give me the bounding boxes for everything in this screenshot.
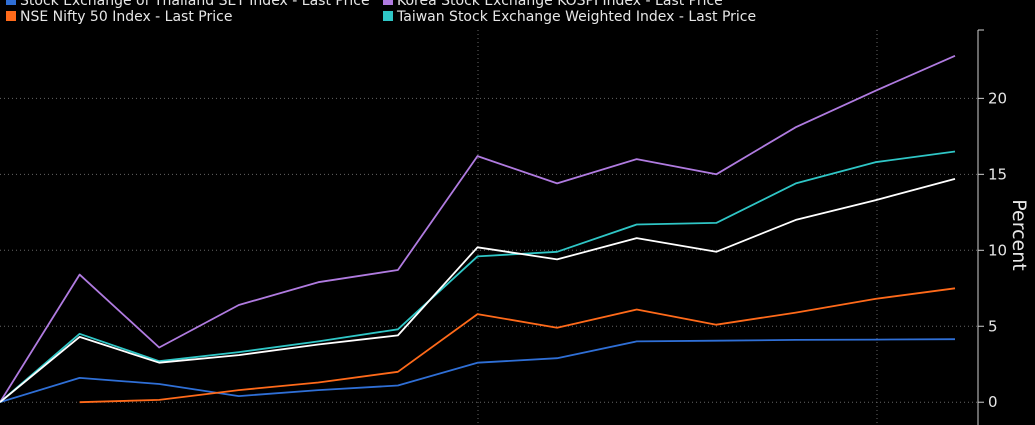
legend-item-thailand-set: Stock Exchange of Thailand SET Index - L…	[6, 0, 370, 10]
chart-series	[0, 54, 956, 404]
legend-item-korea-kospi: Korea Stock Exchange KOSPI Index - Last …	[383, 0, 723, 10]
legend-label-taiwan-taiex: Taiwan Stock Exchange Weighted Index - L…	[397, 9, 757, 25]
chart-legend: Stock Exchange of Thailand SET Index - L…	[0, 0, 1000, 27]
legend-swatch-korea-kospi	[383, 0, 393, 5]
legend-label-korea-kospi: Korea Stock Exchange KOSPI Index - Last …	[397, 0, 723, 9]
series-line-nse-nifty-50-index	[79, 287, 956, 404]
series-line-series-5	[0, 178, 956, 403]
y-tick-label-20: 20	[988, 89, 1007, 107]
y-tick-label-0: 0	[988, 393, 998, 411]
legend-swatch-taiwan-taiex	[383, 11, 393, 21]
series-line-taiwan-stock-exchange-weighted-index	[0, 150, 956, 403]
series-line-stock-exchange-of-thailand-set-index	[0, 338, 956, 404]
y-tick-label-5: 5	[988, 317, 998, 335]
legend-label-thailand-set: Stock Exchange of Thailand SET Index - L…	[20, 0, 370, 9]
legend-item-taiwan-taiex: Taiwan Stock Exchange Weighted Index - L…	[383, 9, 756, 26]
series-line-korea-stock-exchange-kospi-index	[0, 54, 956, 403]
y-axis: 0 5 10 15 20	[977, 29, 1007, 425]
legend-label-nse-nifty: NSE Nifty 50 Index - Last Price	[20, 9, 233, 25]
chart-grid	[0, 30, 978, 425]
legend-item-nse-nifty: NSE Nifty 50 Index - Last Price	[6, 9, 232, 26]
y-tick-label-15: 15	[988, 165, 1007, 183]
y-axis-title: Percent	[1008, 199, 1030, 271]
y-tick-label-10: 10	[988, 241, 1007, 259]
legend-swatch-thailand-set	[6, 0, 16, 5]
legend-swatch-nse-nifty	[6, 11, 16, 21]
